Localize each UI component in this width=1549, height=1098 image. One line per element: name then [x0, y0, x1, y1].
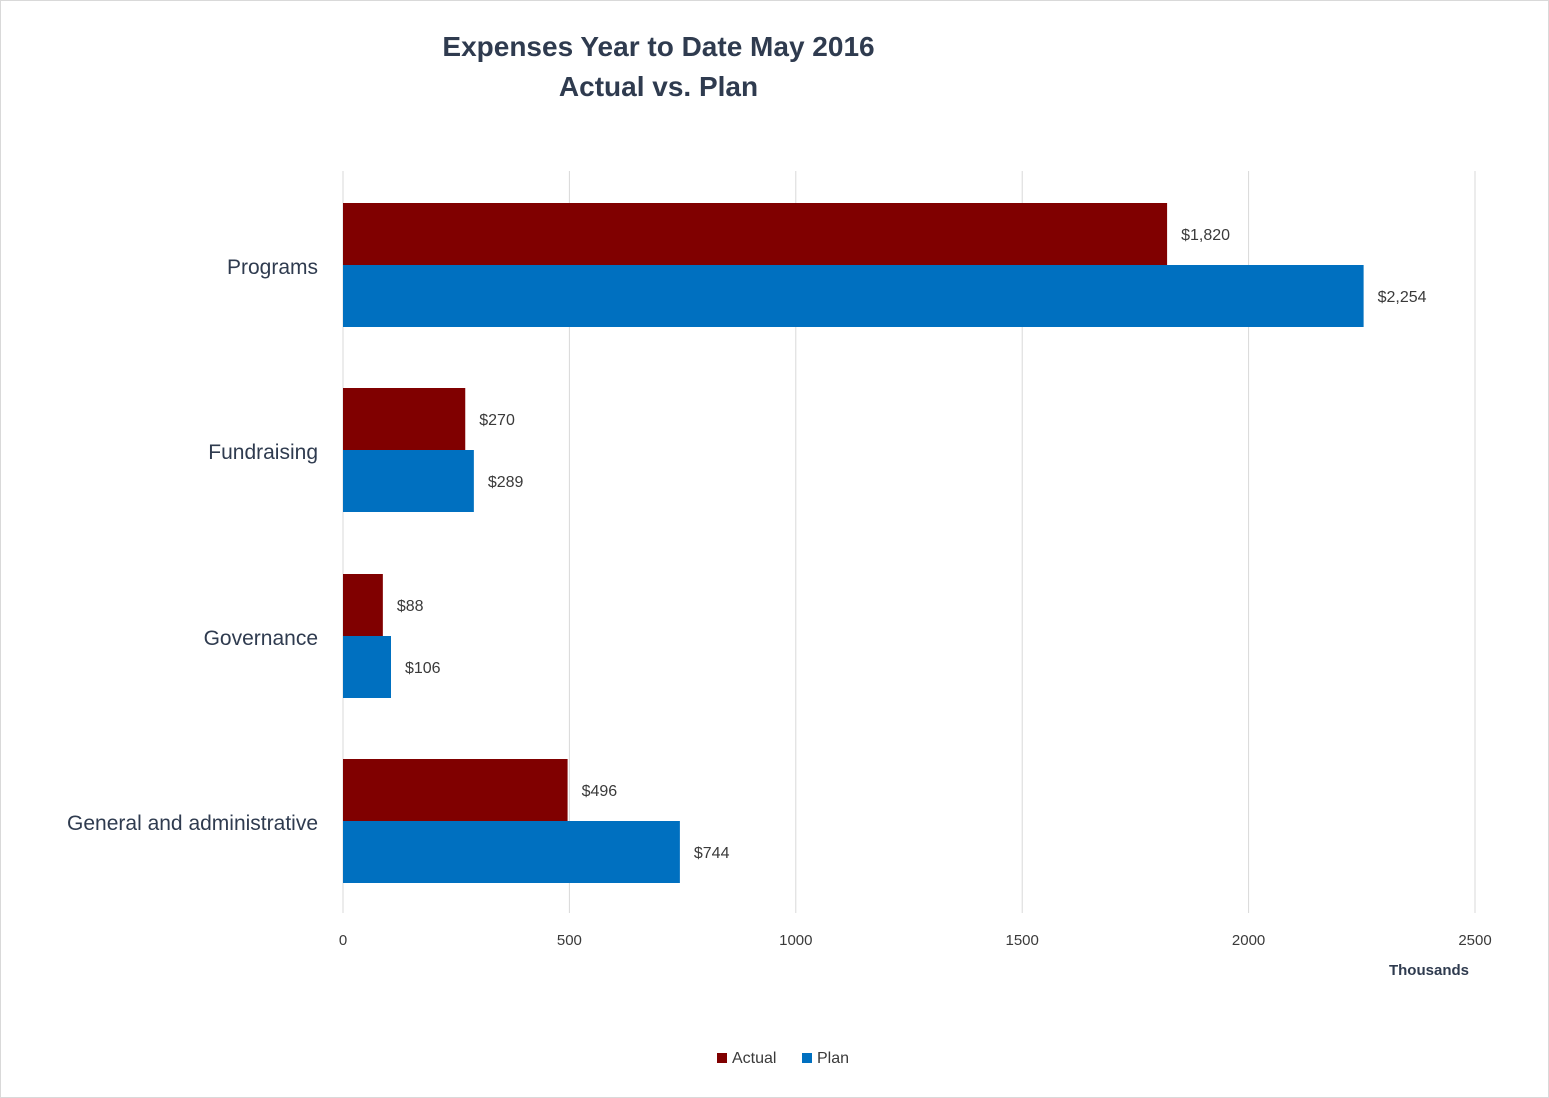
x-tick-label: 1500: [1006, 932, 1039, 949]
data-label: $2,254: [1378, 289, 1427, 306]
x-tick-label: 1000: [779, 932, 812, 949]
chart-subtitle: Actual vs. Plan: [558, 71, 759, 102]
category-label: General and administrative: [67, 812, 318, 835]
data-label: $744: [694, 845, 730, 862]
x-tick-label: 500: [557, 932, 582, 949]
chart-title: Expenses Year to Date May 2016: [442, 31, 875, 62]
bar-actual: [343, 388, 466, 450]
bar-plan: [343, 265, 1364, 327]
bar-plan: [343, 450, 474, 512]
legend-label: Actual: [732, 1050, 776, 1067]
bar-actual: [343, 759, 568, 821]
x-tick-label: 0: [339, 932, 347, 949]
x-tick-label: 2500: [1458, 932, 1491, 949]
bar-plan: [343, 636, 391, 698]
data-label: $496: [582, 783, 618, 800]
legend-label: Plan: [817, 1050, 849, 1067]
data-label: $106: [405, 660, 441, 677]
data-label: $270: [479, 412, 515, 429]
legend-swatch-actual: [717, 1053, 727, 1063]
bar-actual: [343, 203, 1168, 265]
x-axis-title: Thousands: [1389, 962, 1469, 979]
category-label: Programs: [227, 256, 318, 279]
data-label: $1,820: [1181, 227, 1230, 244]
data-label: $289: [488, 474, 524, 491]
bar-actual: [343, 574, 383, 636]
legend-swatch-plan: [802, 1053, 812, 1063]
category-label: Fundraising: [208, 441, 318, 464]
x-tick-label: 2000: [1232, 932, 1265, 949]
category-label: Governance: [204, 627, 318, 650]
bar-plan: [343, 821, 680, 883]
data-label: $88: [397, 598, 424, 615]
